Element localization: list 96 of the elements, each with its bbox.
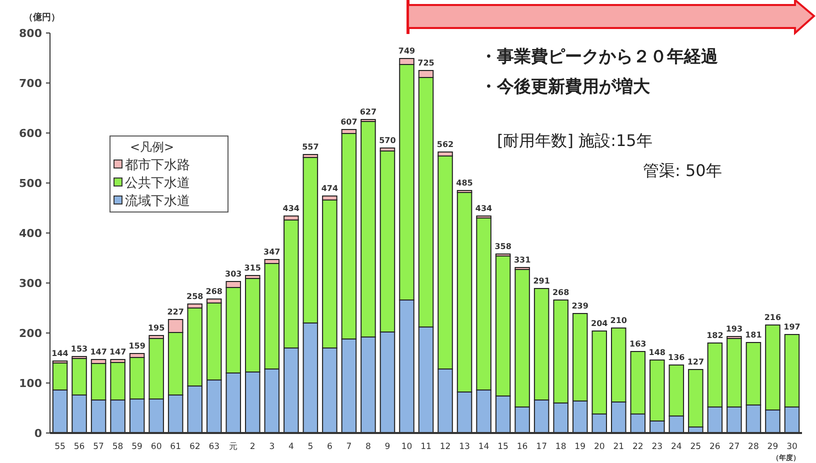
total-label: 607 (340, 118, 358, 126)
x-tick-label: 23 (652, 442, 663, 452)
x-tick-label: 14 (478, 442, 490, 452)
x-tick-label: 57 (93, 442, 104, 452)
total-label: 358 (494, 242, 512, 251)
y-tick-label: 500 (19, 177, 42, 190)
total-label: 562 (436, 140, 454, 149)
x-tick-label: 7 (346, 442, 352, 452)
total-label: 485 (456, 178, 474, 188)
x-tick-label: 58 (112, 442, 124, 452)
total-label: 434 (475, 204, 493, 213)
y-axis-title: （億円） (24, 12, 60, 23)
total-label: 239 (572, 302, 589, 310)
y-tick-label: 600 (19, 127, 42, 140)
annotation: ・事業費ピークから２０年経過 (480, 47, 718, 67)
total-label: 291 (533, 276, 550, 286)
x-tick-label: 59 (132, 442, 142, 452)
total-label: 210 (610, 316, 628, 325)
x-tick-label: 27 (728, 442, 740, 452)
total-label: 216 (764, 313, 782, 322)
y-tick-label: 700 (19, 77, 42, 90)
x-tick-label: 55 (54, 442, 66, 452)
x-tick-label: 20 (594, 442, 605, 452)
total-label: 163 (630, 340, 646, 348)
total-label: 570 (379, 136, 396, 145)
x-tick-label: 60 (150, 442, 162, 452)
total-label: 144 (52, 349, 69, 358)
total-label: 315 (244, 264, 262, 272)
x-tick-label: 15 (498, 442, 508, 452)
x-tick-label: 16 (516, 442, 528, 452)
x-tick-label: 8 (366, 442, 371, 452)
x-tick-label: 29 (767, 442, 778, 452)
x-tick-label: 21 (613, 442, 624, 452)
y-tick-label: 200 (19, 327, 42, 340)
total-label: 347 (264, 248, 280, 256)
total-label: 725 (418, 58, 435, 68)
total-label: 148 (648, 348, 666, 357)
x-tick-label: 元 (228, 441, 238, 452)
total-label: 268 (206, 287, 223, 296)
total-label: 195 (148, 324, 166, 332)
legend-title: <凡例> (130, 140, 174, 154)
total-label: 159 (128, 342, 146, 350)
y-tick-label: 0 (34, 427, 42, 440)
annotation: [耐用年数] 施設:15年 (497, 131, 652, 150)
total-label: 197 (784, 322, 800, 332)
y-tick-label: 100 (19, 377, 42, 390)
x-tick-label: 2 (250, 442, 256, 452)
total-label: 147 (90, 348, 107, 356)
x-tick-label: 63 (208, 442, 220, 452)
x-tick-label: 12 (440, 442, 451, 452)
total-label: 749 (398, 46, 416, 56)
total-label: 193 (726, 324, 743, 334)
y-tick-label: 800 (19, 27, 42, 40)
x-tick-label: 19 (574, 442, 586, 452)
x-tick-label: 30 (786, 442, 798, 452)
legend-label: 流域下水道 (125, 193, 190, 209)
total-label: 153 (70, 344, 88, 354)
x-tick-label: 28 (748, 442, 759, 452)
total-label: 627 (360, 108, 377, 116)
legend-label: 公共下水道 (125, 176, 190, 191)
total-label: 557 (302, 142, 319, 152)
x-tick-label: 18 (555, 442, 566, 452)
total-label: 182 (706, 331, 724, 340)
total-label: 181 (745, 330, 762, 340)
x-tick-label: 13 (459, 442, 470, 452)
total-label: 331 (514, 256, 532, 264)
legend-label: 都市下水路 (125, 158, 190, 173)
x-tick-label: 26 (710, 442, 720, 452)
x-tick-label: 3 (269, 442, 275, 452)
x-tick-label: 4 (288, 442, 294, 452)
x-tick-label: 6 (326, 442, 332, 452)
x-tick-label: 25 (690, 442, 702, 452)
x-tick-label: 24 (670, 442, 682, 452)
total-label: 258 (186, 292, 204, 301)
y-tick-label: 300 (19, 277, 42, 290)
total-label: 434 (282, 204, 300, 213)
x-tick-label: 5 (308, 442, 314, 452)
total-label: 227 (167, 308, 184, 316)
x-tick-label: 10 (401, 442, 412, 452)
x-tick-label: 61 (170, 442, 182, 452)
y-tick-label: 400 (19, 227, 42, 240)
annotation: ・今後更新費用が増大 (480, 76, 651, 97)
total-label: 303 (225, 270, 242, 278)
total-label: 474 (321, 184, 338, 193)
x-tick-label: 17 (536, 442, 547, 452)
total-label: 147 (109, 348, 126, 356)
total-label: 127 (687, 358, 704, 366)
x-tick-label: 11 (420, 442, 432, 452)
total-label: 204 (591, 319, 608, 328)
annotation: 管渠: 50年 (643, 161, 722, 180)
x-tick-label: 22 (632, 442, 644, 452)
x-tick-label: 9 (384, 442, 390, 452)
total-label: 136 (668, 353, 686, 362)
x-tick-label: 62 (189, 442, 200, 452)
x-tick-label: 56 (74, 442, 85, 452)
total-label: 268 (552, 288, 570, 297)
